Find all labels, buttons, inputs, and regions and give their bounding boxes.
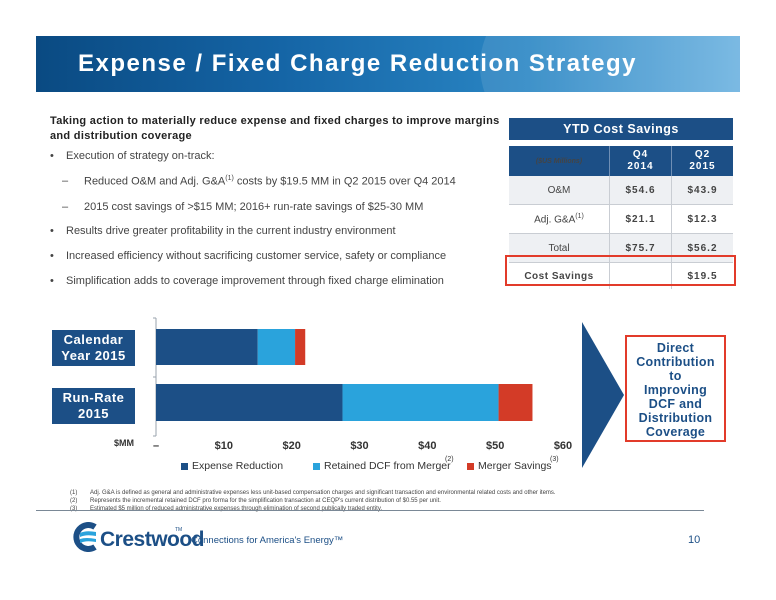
x-tick-label: $10	[215, 440, 233, 452]
brand-tagline: Connections for America's Energy™	[191, 535, 344, 546]
x-tick-label: $40	[418, 440, 436, 452]
bar-segment	[156, 329, 258, 365]
legend-item: Merger Savings	[467, 460, 552, 472]
x-tick-label: $30	[350, 440, 368, 452]
table-header-row: ($US Millions) Q4 2014 Q2 2015	[509, 146, 733, 176]
legend-swatch	[313, 462, 320, 470]
crestwood-logo-icon	[73, 522, 97, 552]
legend-swatch	[181, 462, 188, 470]
cost-savings-highlight	[505, 255, 736, 286]
legend-footnote-ref: (3)	[550, 456, 559, 463]
direct-contribution-box: Direct Contribution to Improving DCF and…	[625, 335, 726, 442]
legend-item: Retained DCF from Merger	[313, 460, 451, 472]
ytd-table: ($US Millions) Q4 2014 Q2 2015 O&M $54.6 $…	[509, 146, 733, 289]
legend-footnote-ref: (2)	[445, 456, 454, 463]
x-tick-label: $50	[486, 440, 504, 452]
bar-segment	[342, 384, 499, 421]
table-header-units: ($US Millions)	[535, 157, 583, 165]
bar-segment	[257, 329, 296, 365]
x-tick-label: $20	[282, 440, 300, 452]
title-banner: Expense / Fixed Charge Reduction Strateg…	[36, 36, 740, 92]
table-row: Adj. G&A(1) $21.1 $12.3	[509, 205, 733, 234]
bar-segment	[295, 329, 306, 365]
calendar-year-label: Calendar Year 2015	[52, 330, 135, 366]
bar-segment	[498, 384, 533, 421]
cost-savings-row: Cost Savings $19.5	[509, 263, 733, 289]
table-header-q4: Q4 2014	[609, 146, 671, 176]
page-number: 10	[688, 534, 701, 546]
brand-trademark: TM	[175, 527, 183, 533]
footnote: (3) Estimated $5 million of reduced admin…	[70, 506, 383, 512]
table-row: O&M $54.6 $43.9	[509, 176, 733, 205]
x-tick-label: –	[153, 440, 159, 452]
table-header-q2: Q2 2015	[671, 146, 733, 176]
legend-item: Expense Reduction	[181, 460, 283, 472]
run-rate-label: Run-Rate 2015	[52, 388, 135, 424]
footnote: (1) Adj. G&A is defined as general and ad…	[70, 490, 556, 496]
x-axis-label: $MM	[114, 438, 134, 448]
x-tick-label: $60	[554, 440, 572, 452]
brand-name: Crestwood	[100, 528, 205, 551]
legend-swatch	[467, 462, 474, 470]
arrow-right-icon	[582, 322, 624, 468]
bar-segment	[156, 384, 343, 421]
ytd-table-title: YTD Cost Savings	[509, 118, 733, 140]
table-row: Total $75.7 $56.2	[509, 234, 733, 263]
footnote: (2) Represents the incremental retained D…	[70, 498, 441, 504]
intro-heading: Taking action to materially reduce expen…	[50, 115, 500, 142]
footer-divider	[36, 510, 704, 511]
footnotes: (1) Adj. G&A is defined as general and ad…	[70, 489, 556, 513]
